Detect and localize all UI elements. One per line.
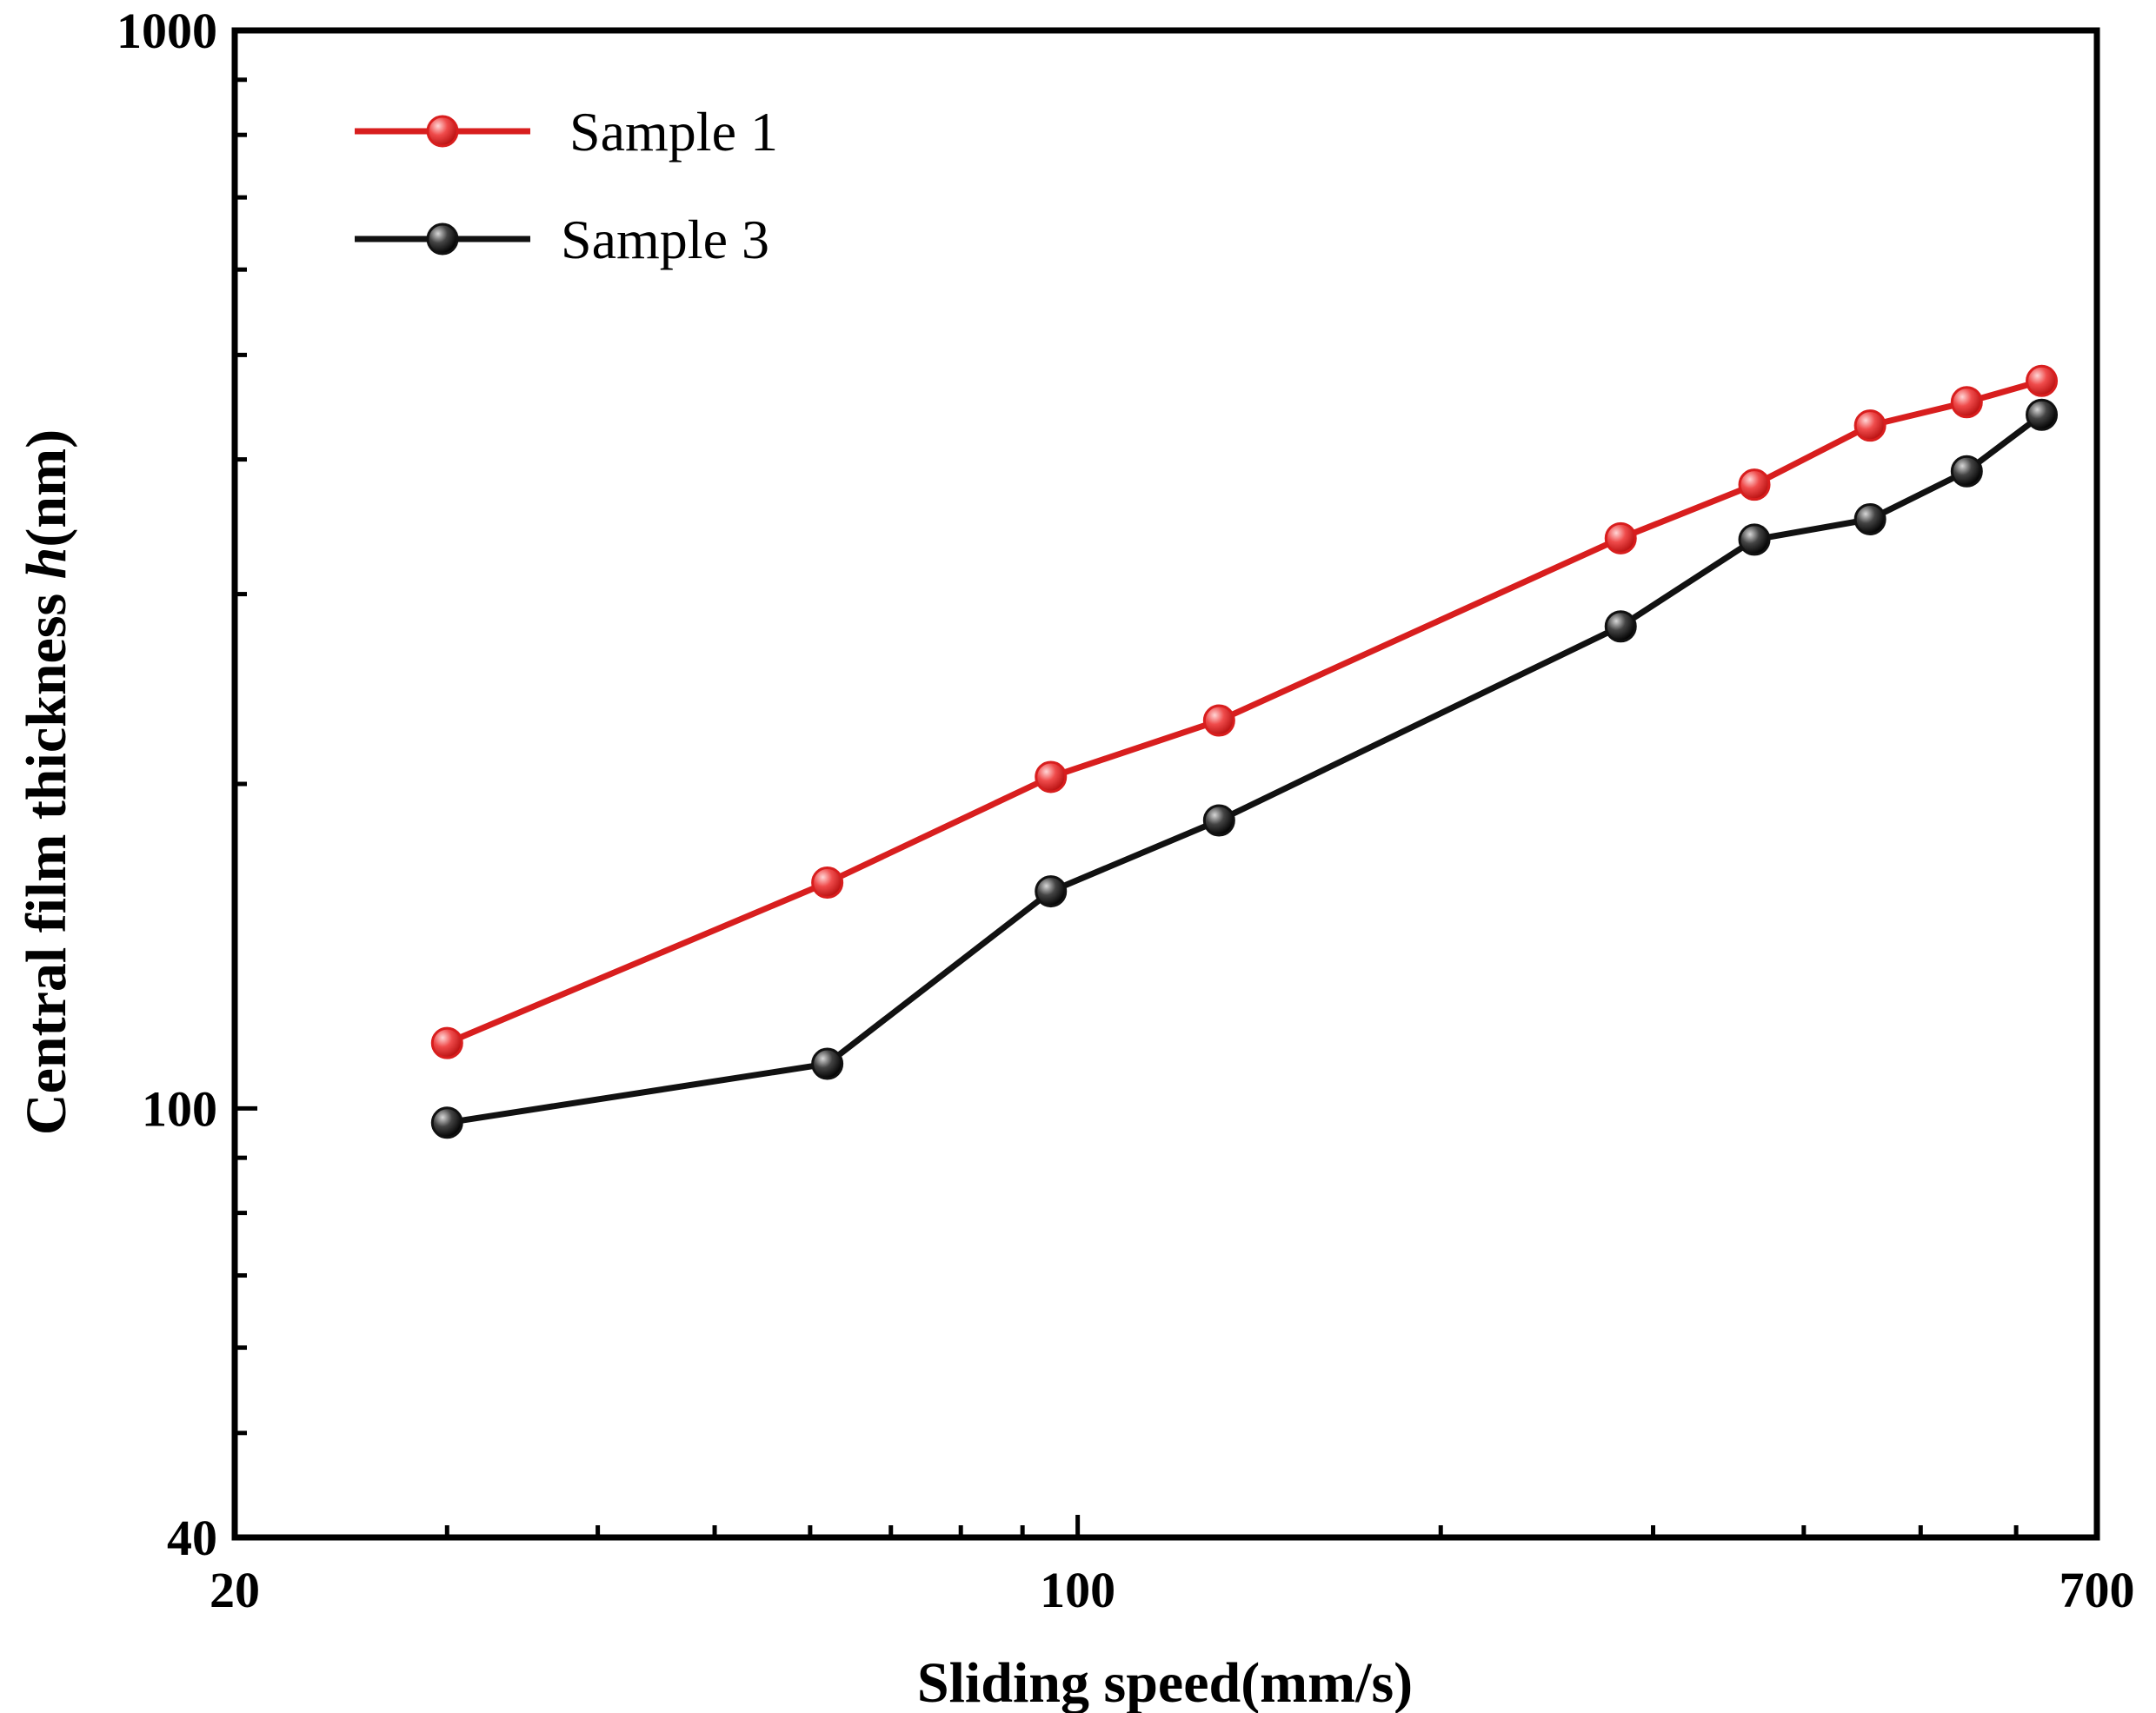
x-tick-label: 20 — [210, 1562, 260, 1618]
tick-labels: 20 100 700 40 100 1000 — [116, 3, 2135, 1618]
data-point — [2026, 364, 2059, 397]
data-point — [1950, 386, 1983, 419]
x-tick-label: 700 — [2060, 1562, 2135, 1618]
data-point — [1604, 610, 1637, 643]
data-point — [1853, 502, 1886, 535]
series-line-1 — [445, 377, 2043, 1046]
data-point — [1853, 409, 1886, 442]
legend-label: Sample 1 — [569, 101, 778, 163]
data-point — [1035, 875, 1068, 908]
legend-marker — [426, 115, 459, 148]
y-tick-label: 40 — [167, 1510, 217, 1566]
data-point — [1604, 521, 1637, 554]
y-axis-title-variable: h — [15, 548, 78, 580]
data-point — [2026, 398, 2059, 431]
data-point — [811, 866, 844, 900]
x-axis-title: Sliding speed(mm/s) — [917, 1651, 1413, 1713]
y-axis-title-prefix: Central film thickness — [15, 579, 78, 1135]
y-axis-title: Central film thickness h(nm) — [15, 429, 78, 1135]
y-tick-label: 1000 — [116, 3, 217, 59]
data-point — [811, 1047, 844, 1080]
legend-label: Sample 3 — [561, 209, 769, 270]
y-axis-title-unit: (nm) — [15, 429, 78, 548]
data-point — [1202, 704, 1235, 737]
data-point — [1202, 804, 1235, 837]
axis-ticks — [232, 28, 2099, 1540]
x-tick-label: 100 — [1040, 1562, 1115, 1618]
legend-marker — [426, 222, 459, 256]
data-point — [1738, 468, 1771, 501]
data-point — [430, 1026, 463, 1059]
data-point — [430, 1106, 463, 1139]
series-layer — [430, 364, 2059, 1139]
y-tick-label: 100 — [142, 1080, 217, 1137]
series-line-2 — [446, 412, 2044, 1126]
data-point — [1738, 523, 1771, 556]
legend: Sample 1 Sample 3 — [355, 101, 778, 270]
data-point — [1035, 760, 1068, 793]
plot-frame — [231, 27, 2100, 1541]
data-point — [1950, 455, 1983, 488]
